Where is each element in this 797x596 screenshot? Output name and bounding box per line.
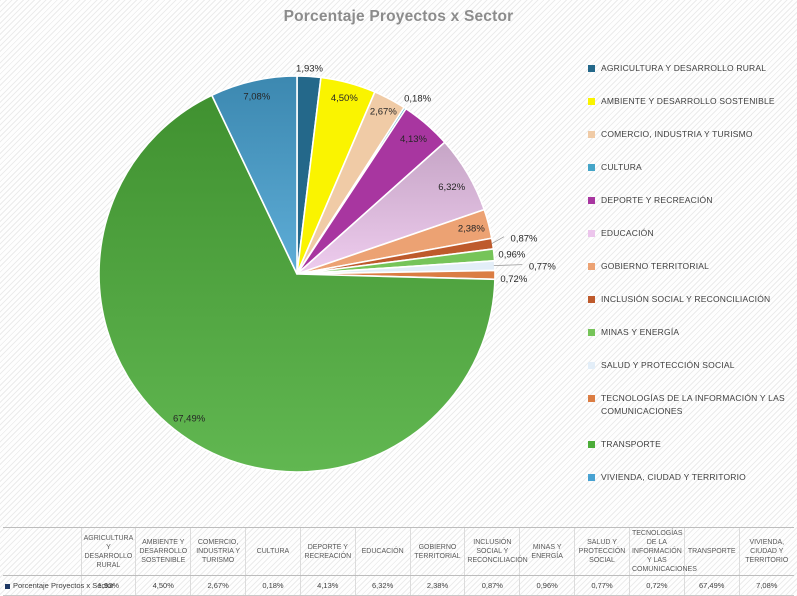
table-value-cell: 1,93% <box>80 575 136 596</box>
pie-slice-label: 0,72% <box>500 274 527 285</box>
legend-item-label: MINAS Y ENERGÍA <box>601 327 680 337</box>
pie-chart: 1,93% 4,50% 2,67% 0,18% 4,13% 6,32% 2,38% 0,87%… <box>98 64 556 473</box>
legend-item-label: VIVIENDA, CIUDAD Y TERRITORIO <box>601 472 746 482</box>
legend-item[interactable]: GOBIERNO TERRITORIAL <box>588 260 794 273</box>
legend-item[interactable]: AMBIENTE Y DESARROLLO SOSTENIBLE <box>588 95 794 108</box>
legend-swatch-icon <box>588 98 595 105</box>
legend-item[interactable]: EDUCACIÓN <box>588 227 794 240</box>
table-column-header: AMBIENTE Y DESARROLLO SOSTENIBLE <box>135 526 191 577</box>
legend-item-label: TECNOLOGÍAS DE LA INFORMACIÓN Y LAS COMU… <box>601 393 785 416</box>
table-value-cell: 67,49% <box>683 575 740 596</box>
table-value-cell: 2,67% <box>190 575 246 596</box>
legend-item-label: EDUCACIÓN <box>601 228 654 238</box>
table-value-cell: 0,96% <box>519 575 575 596</box>
table-value-cell: 6,32% <box>354 575 411 596</box>
legend-item-label: SALUD Y PROTECCIÓN SOCIAL <box>601 360 735 370</box>
legend-item-label: TRANSPORTE <box>601 439 661 449</box>
chart-data-table: AGRICULTURA Y DESARROLLO RURAL AMBIENTE Y… <box>3 526 794 596</box>
table-value-cell: 4,13% <box>299 575 356 596</box>
series-row-label: Porcentaje Proyectos x Sector <box>3 575 114 596</box>
table-value-cell: 2,38% <box>409 575 465 596</box>
legend-item[interactable]: DEPORTE Y RECREACIÓN <box>588 194 794 207</box>
table-column-header: VIVIENDA, CIUDAD Y TERRITORIO <box>738 526 794 577</box>
series-marker-icon <box>5 583 10 589</box>
legend-item[interactable]: INCLUSIÓN SOCIAL Y RECONCILIACIÓN <box>588 293 794 306</box>
legend-swatch-icon <box>588 441 595 448</box>
pie-slice-label: 0,18% <box>404 94 431 105</box>
legend-swatch-icon <box>588 263 595 270</box>
table-column-header: SALUD Y PROTECCIÓN SOCIAL <box>574 526 630 577</box>
table-column-header: EDUCACIÓN <box>354 526 411 577</box>
table-value-cell: 4,50% <box>135 575 191 596</box>
table-column-header: DEPORTE Y RECREACIÓN <box>299 526 356 577</box>
legend-item-label: CULTURA <box>601 162 642 172</box>
table-corner-cell <box>3 526 81 577</box>
pie-slice-label: 7,08% <box>243 91 270 102</box>
pie-slice-label: 1,93% <box>296 64 323 75</box>
chart-legend: AGRICULTURA Y DESARROLLO RURAL AMBIENTE Y… <box>588 62 794 504</box>
legend-swatch-icon <box>588 395 595 402</box>
series-name: Porcentaje Proyectos x Sector <box>13 581 114 591</box>
table-column-header: GOBIERNO TERRITORIAL <box>409 526 465 577</box>
legend-item[interactable]: COMERCIO, INDUSTRIA Y TURISMO <box>588 128 794 141</box>
legend-item[interactable]: CULTURA <box>588 161 794 174</box>
table-column-header: MINAS Y ENERGÍA <box>519 526 575 577</box>
legend-item-label: GOBIERNO TERRITORIAL <box>601 261 710 271</box>
table-column-header: AGRICULTURA Y DESARROLLO RURAL <box>80 526 136 577</box>
pie-slice-label: 4,13% <box>400 134 427 145</box>
legend-item[interactable]: AGRICULTURA Y DESARROLLO RURAL <box>588 62 794 75</box>
table-column-header: COMERCIO, INDUSTRIA Y TURISMO <box>190 526 246 577</box>
table-value-cell: 7,08% <box>738 575 794 596</box>
pie-slice[interactable] <box>98 94 496 473</box>
pie-slice[interactable] <box>211 75 298 275</box>
legend-swatch-icon <box>588 164 595 171</box>
table-column-header: INCLUSIÓN SOCIAL Y RECONCILIACIÓN <box>464 526 528 577</box>
label-leader-line <box>493 264 523 266</box>
legend-item[interactable]: TECNOLOGÍAS DE LA INFORMACIÓN Y LAS COMU… <box>588 392 794 418</box>
pie-slice-label: 0,77% <box>529 262 556 273</box>
table-column-header: TRANSPORTE <box>683 526 740 577</box>
table-column-header: CULTURA <box>245 526 301 577</box>
legend-item[interactable]: MINAS Y ENERGÍA <box>588 326 794 339</box>
pie-slice-label: 4,50% <box>331 93 358 104</box>
legend-swatch-icon <box>588 197 595 204</box>
chart-title: Porcentaje Proyectos x Sector <box>283 8 514 25</box>
pie-slice-label: 6,32% <box>438 182 465 193</box>
pie-slice-label: 0,87% <box>511 234 538 245</box>
legend-item[interactable]: SALUD Y PROTECCIÓN SOCIAL <box>588 359 794 372</box>
label-leader-line <box>491 236 505 245</box>
legend-item[interactable]: VIVIENDA, CIUDAD Y TERRITORIO <box>588 471 794 484</box>
table-value-cell: 0,87% <box>464 575 520 596</box>
pie-slice-label: 0,96% <box>498 250 525 261</box>
legend-swatch-icon <box>588 230 595 237</box>
table-header-row: AGRICULTURA Y DESARROLLO RURAL AMBIENTE Y… <box>3 526 794 577</box>
pie-slice-label: 2,67% <box>370 106 397 117</box>
legend-item-label: AGRICULTURA Y DESARROLLO RURAL <box>601 63 767 73</box>
legend-swatch-icon <box>588 329 595 336</box>
table-value-cell: 0,77% <box>574 575 630 596</box>
table-row: Porcentaje Proyectos x Sector 1,93% 4,50% 2… <box>3 575 794 596</box>
legend-swatch-icon <box>588 474 595 481</box>
legend-item-label: DEPORTE Y RECREACIÓN <box>601 195 713 205</box>
legend-swatch-icon <box>588 131 595 138</box>
table-column-header: TECNOLOGÍAS DE LA INFORMACIÓN Y LAS COMU… <box>628 526 697 577</box>
pie-slice-label: 2,38% <box>458 223 485 234</box>
table-value-cell: 0,72% <box>628 575 685 596</box>
pie-slice-label: 67,49% <box>173 413 206 424</box>
legend-swatch-icon <box>588 362 595 369</box>
legend-item-label: AMBIENTE Y DESARROLLO SOSTENIBLE <box>601 96 775 106</box>
table-value-cell: 0,18% <box>245 575 301 596</box>
legend-item-label: COMERCIO, INDUSTRIA Y TURISMO <box>601 129 753 139</box>
legend-item[interactable]: TRANSPORTE <box>588 438 794 451</box>
legend-item-label: INCLUSIÓN SOCIAL Y RECONCILIACIÓN <box>601 294 771 304</box>
legend-swatch-icon <box>588 65 595 72</box>
legend-swatch-icon <box>588 296 595 303</box>
